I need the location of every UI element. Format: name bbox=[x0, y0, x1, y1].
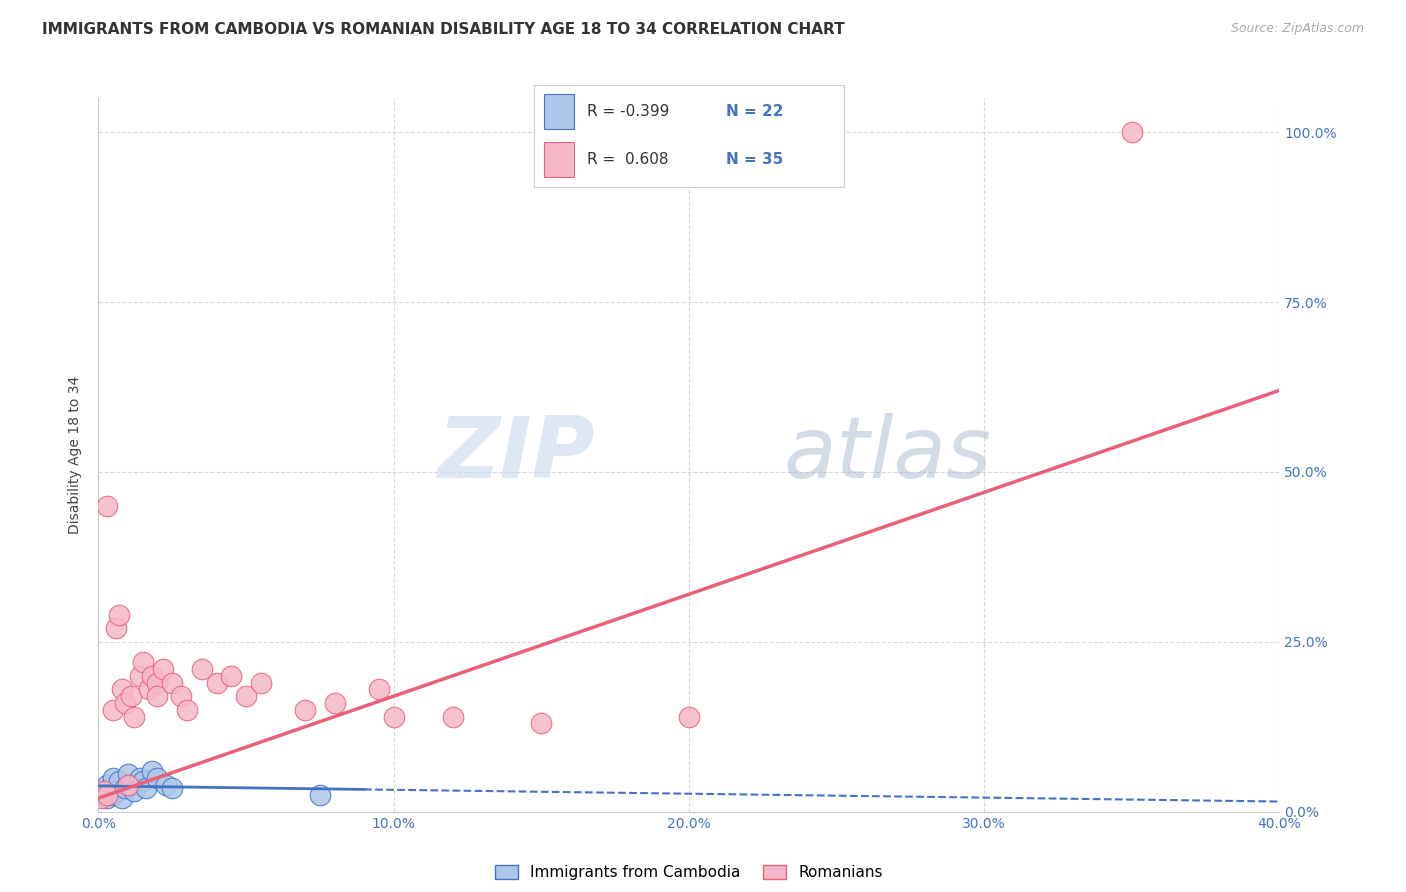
Point bbox=[90, 791, 112, 805]
Point bbox=[93, 784, 115, 798]
Point bbox=[323, 696, 346, 710]
Point bbox=[120, 689, 142, 703]
Bar bbox=[544, 142, 575, 177]
Point bbox=[146, 689, 169, 703]
Point bbox=[111, 682, 134, 697]
Point bbox=[128, 771, 150, 785]
Point bbox=[146, 675, 169, 690]
Point bbox=[93, 784, 115, 798]
Text: atlas: atlas bbox=[783, 413, 991, 497]
Point bbox=[103, 703, 125, 717]
Point bbox=[122, 709, 145, 723]
Point bbox=[132, 774, 155, 789]
Text: R = -0.399: R = -0.399 bbox=[586, 103, 669, 119]
Point bbox=[1121, 125, 1143, 139]
Point bbox=[530, 716, 553, 731]
Point bbox=[294, 703, 316, 717]
Y-axis label: Disability Age 18 to 34: Disability Age 18 to 34 bbox=[69, 376, 83, 534]
Point bbox=[111, 791, 134, 805]
Point bbox=[162, 675, 183, 690]
Point bbox=[162, 780, 183, 795]
Point bbox=[382, 709, 405, 723]
Point bbox=[117, 767, 139, 781]
Point bbox=[103, 788, 125, 802]
Point bbox=[170, 689, 193, 703]
Legend: Immigrants from Cambodia, Romanians: Immigrants from Cambodia, Romanians bbox=[489, 858, 889, 886]
Point bbox=[205, 675, 228, 690]
Point bbox=[108, 774, 131, 789]
Point bbox=[122, 784, 145, 798]
Point bbox=[114, 780, 136, 795]
Point bbox=[128, 669, 150, 683]
Text: R =  0.608: R = 0.608 bbox=[586, 153, 668, 167]
Point bbox=[132, 655, 155, 669]
Point bbox=[98, 780, 121, 795]
Point bbox=[117, 778, 139, 792]
Bar bbox=[544, 94, 575, 128]
Text: ZIP: ZIP bbox=[437, 413, 595, 497]
Point bbox=[141, 669, 163, 683]
Point bbox=[105, 784, 128, 798]
Point bbox=[141, 764, 163, 778]
Point bbox=[441, 709, 464, 723]
Point bbox=[368, 682, 391, 697]
Point bbox=[96, 499, 118, 513]
Text: N = 35: N = 35 bbox=[725, 153, 783, 167]
Text: IMMIGRANTS FROM CAMBODIA VS ROMANIAN DISABILITY AGE 18 TO 34 CORRELATION CHART: IMMIGRANTS FROM CAMBODIA VS ROMANIAN DIS… bbox=[42, 22, 845, 37]
Point bbox=[90, 788, 112, 802]
Point bbox=[135, 780, 157, 795]
Point bbox=[103, 771, 125, 785]
Point bbox=[221, 669, 243, 683]
Point bbox=[138, 682, 160, 697]
Point bbox=[105, 621, 128, 635]
Point bbox=[96, 791, 118, 805]
Point bbox=[155, 778, 177, 792]
Point bbox=[152, 662, 174, 676]
Point bbox=[235, 689, 257, 703]
Point bbox=[108, 607, 131, 622]
Point bbox=[191, 662, 214, 676]
Point bbox=[146, 771, 169, 785]
Point bbox=[250, 675, 273, 690]
Point bbox=[120, 778, 142, 792]
Text: N = 22: N = 22 bbox=[725, 103, 783, 119]
Point bbox=[96, 788, 118, 802]
Point bbox=[309, 788, 332, 802]
Point bbox=[678, 709, 700, 723]
Point bbox=[96, 778, 118, 792]
Text: Source: ZipAtlas.com: Source: ZipAtlas.com bbox=[1230, 22, 1364, 36]
Point bbox=[114, 696, 136, 710]
Point bbox=[176, 703, 198, 717]
